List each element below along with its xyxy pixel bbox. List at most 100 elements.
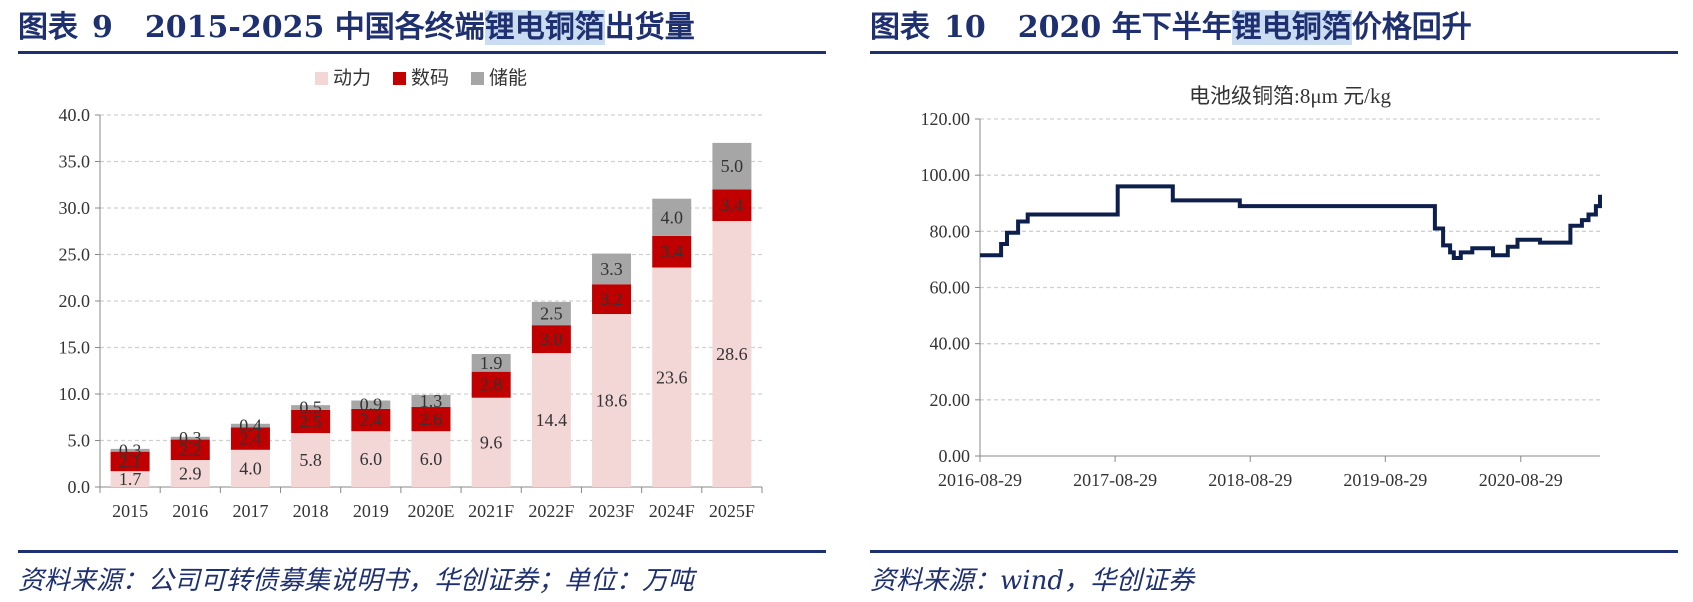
bar-1 [230,427,270,450]
price-series-line [980,184,1602,260]
y-tick-label: 0.00 [939,446,971,466]
right-figure-title: 图表 10 2020 年下半年锂电铜箔价格回升 [870,8,1472,48]
bar-1 [592,284,632,315]
bar-2 [712,142,752,190]
bar-0 [652,267,692,487]
data-label: 1.3 [420,391,443,411]
data-label: 0.9 [360,395,383,415]
x-tick-label: 2020-08-29 [1479,470,1563,490]
x-tick-label: 2021F [468,501,514,521]
left-source-rule [18,550,826,553]
bar-2 [230,423,270,428]
right-title-number: 10 [944,10,986,45]
left-panel: 图表 9 2015-2025 中国各终端锂电铜箔出货量 动力 数码 储能 0.0 5.0 10… [18,0,826,602]
left-figure-title: 图表 9 2015-2025 中国各终端锂电铜箔出货量 [18,8,695,48]
data-label: 0.3 [179,428,202,448]
x-tick-label: 2017-08-29 [1073,470,1157,490]
right-title-rule [870,51,1678,54]
data-label: 2.1 [119,451,142,471]
bar-chart: 动力 数码 储能 0.0 5.0 10.0 15.0 20.0 25.0 30.0 35.0 40.0… [59,67,763,521]
bar-1 [291,409,331,434]
data-label: 3.2 [600,289,623,309]
bar-2 [411,394,451,408]
bar-1 [110,451,150,472]
data-label: 2.4 [239,429,261,449]
y-tick-label: 100.00 [921,165,971,185]
data-label: 1.9 [480,353,503,373]
bar-0 [230,449,270,487]
left-title-number: 9 [92,10,113,45]
bar-0 [471,397,511,487]
data-label: 5.0 [721,156,744,176]
y-tick-label: 30.0 [59,198,91,218]
x-tick-label: 2016 [172,501,208,521]
bar-0 [411,431,451,487]
data-label: 0.4 [239,416,261,436]
bar-0 [351,431,391,487]
line-chart-title: 电池级铜箔:8μm 元/kg [1189,84,1392,108]
left-title-highlight: 锂电铜箔 [484,10,605,45]
data-label: 4.0 [660,207,683,227]
y-tick-label: 40.00 [930,334,971,354]
legend-label-0: 动力 [333,67,371,89]
data-label: 3.4 [721,195,744,215]
y-tick-label: 0.0 [68,477,91,497]
bar-1 [531,325,571,354]
x-tick-label: 2025F [709,501,755,521]
right-source-rule [870,550,1678,553]
data-label: 2.8 [480,375,503,395]
x-tick-label: 2019-08-29 [1343,470,1427,490]
data-label: 2.6 [420,409,443,429]
data-label: 6.0 [360,449,383,469]
left-title-main: 2015-2025 中国各终端 [144,10,485,45]
data-label: 3.4 [660,242,683,262]
data-label: 3.0 [540,329,563,349]
bar-1 [712,189,752,222]
bar-0 [531,353,571,487]
x-tick-label: 2016-08-29 [938,470,1022,490]
x-tick-label: 2017 [232,501,268,521]
bar-2 [531,301,571,326]
bar-2 [351,400,391,409]
legend-label-2: 储能 [489,67,527,89]
line-chart: 电池级铜箔:8μm 元/kg 0.00 20.00 40.00 60.00 80.00 10… [921,84,1602,490]
data-label: 28.6 [716,344,748,364]
data-label: 6.0 [420,449,443,469]
data-label: 23.6 [656,367,688,387]
data-label: 3.3 [600,259,623,279]
x-tick-label: 2015 [112,501,148,521]
right-title-main: 2020 年下半年 [1017,10,1232,45]
y-tick-label: 120.00 [921,109,971,129]
bar-1 [652,235,692,268]
data-label: 4.0 [239,458,261,478]
y-tick-label: 5.0 [68,431,91,451]
bar-2 [652,198,692,236]
legend-label-1: 数码 [411,67,449,89]
bar-0 [110,471,150,487]
bar-1 [170,439,210,461]
data-label: 0.3 [119,440,142,460]
left-title-rule [18,51,826,54]
left-title-suffix: 出货量 [604,10,695,45]
data-label: 1.7 [119,469,142,489]
bar-2 [110,448,150,452]
data-label: 14.4 [536,410,568,430]
bar-0 [291,433,331,487]
y-tick-label: 80.00 [930,221,971,241]
x-tick-label: 2018-08-29 [1208,470,1292,490]
data-label: 2.4 [360,410,383,430]
data-label: 5.8 [299,450,322,470]
data-label: 2.2 [179,440,202,460]
bar-2 [291,405,331,410]
x-tick-label: 2020E [408,501,455,521]
bar-1 [411,407,451,432]
x-tick-label: 2018 [293,501,329,521]
left-title-prefix: 图表 [18,10,78,45]
y-tick-label: 25.0 [59,245,91,265]
data-label: 2.9 [179,464,202,484]
right-title-highlight: 锂电铜箔 [1231,10,1352,45]
legend-swatch-0 [315,72,328,85]
bar-0 [170,460,210,487]
x-tick-label: 2023F [589,501,635,521]
y-tick-label: 20.00 [930,390,971,410]
